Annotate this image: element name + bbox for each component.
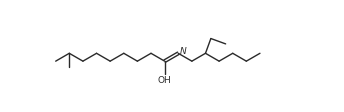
Text: N: N — [180, 47, 186, 56]
Text: OH: OH — [157, 76, 171, 85]
